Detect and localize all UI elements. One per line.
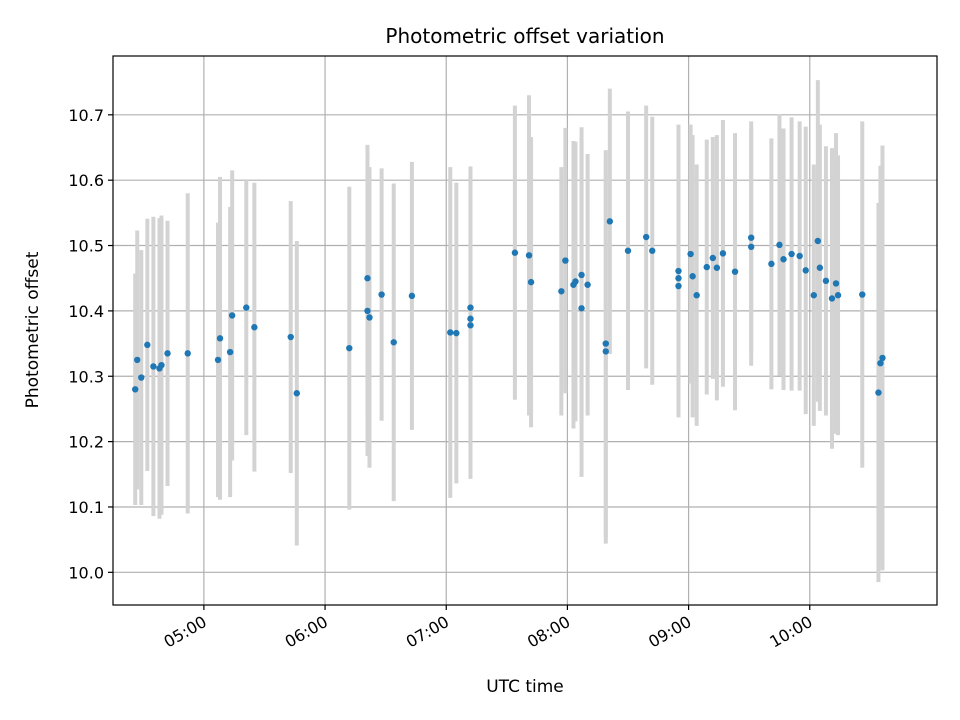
data-point [511, 249, 519, 256]
data-point [578, 271, 585, 279]
data-point [132, 386, 139, 393]
data-point [747, 243, 755, 251]
data-point [709, 254, 717, 262]
y-tick-label: 10.0 [68, 563, 104, 582]
data-point [832, 280, 840, 287]
data-point [150, 363, 157, 370]
data-point [747, 234, 755, 241]
data-point [624, 247, 632, 254]
data-point [378, 291, 385, 298]
y-axis-label: Photometric offset [23, 251, 43, 408]
data-point [675, 267, 682, 275]
y-tick-label: 10.6 [68, 171, 104, 190]
data-point [346, 344, 353, 352]
data-point [875, 389, 882, 396]
data-point [558, 288, 565, 295]
data-point [719, 250, 727, 257]
data-point [364, 307, 371, 315]
data-point [810, 292, 818, 299]
data-point [158, 361, 165, 369]
data-point [578, 305, 585, 312]
data-points [132, 218, 886, 397]
data-point [814, 237, 822, 245]
data-point [780, 256, 787, 263]
data-point [214, 356, 222, 364]
data-point [138, 374, 145, 381]
data-point [788, 250, 795, 258]
data-point [287, 333, 294, 341]
data-point [642, 233, 650, 241]
y-tick-label: 10.7 [68, 106, 104, 125]
y-tick-label: 10.3 [68, 367, 104, 386]
data-point [877, 359, 884, 367]
data-point [467, 322, 474, 329]
data-point [364, 275, 371, 282]
y-tick-label: 10.2 [68, 433, 104, 452]
data-point [467, 315, 474, 322]
data-point [408, 292, 416, 300]
data-point [731, 268, 739, 275]
data-point [390, 339, 397, 346]
data-point [768, 260, 775, 268]
data-point [527, 278, 535, 286]
y-tick-label: 10.1 [68, 498, 104, 517]
y-tick-label: 10.4 [68, 302, 104, 321]
data-point [687, 250, 694, 258]
y-axis: 10.0 10.1 10.2 10.3 10.4 10.5 10.6 10.7 [68, 106, 113, 582]
data-point [453, 329, 460, 337]
data-point [216, 335, 224, 342]
data-point [467, 304, 474, 311]
chart-title: Photometric offset variation [385, 24, 664, 48]
data-point [796, 252, 803, 260]
data-point [584, 281, 591, 288]
data-point [703, 263, 710, 271]
data-point [713, 264, 721, 271]
data-point [226, 348, 234, 356]
data-point [693, 292, 700, 299]
data-point [144, 341, 151, 349]
data-point [879, 354, 886, 362]
data-point [602, 348, 609, 355]
data-point [649, 247, 656, 254]
data-point [447, 329, 454, 336]
data-point [228, 312, 236, 319]
data-point [675, 275, 682, 282]
data-point [689, 273, 696, 280]
data-point [251, 324, 258, 331]
data-point [776, 241, 783, 249]
data-point [134, 356, 141, 364]
data-point [525, 252, 533, 259]
data-point [859, 291, 866, 298]
data-point [164, 350, 171, 357]
data-point [243, 304, 250, 311]
data-point [366, 314, 373, 321]
data-point [562, 257, 569, 264]
data-point [822, 277, 830, 285]
grid [113, 56, 937, 605]
x-axis-label: UTC time [486, 677, 564, 697]
data-point [184, 350, 191, 357]
data-point [572, 278, 579, 285]
data-point [816, 264, 824, 271]
data-point [802, 267, 809, 274]
plot-frame [112, 55, 938, 606]
data-point [606, 218, 614, 225]
data-point [834, 292, 842, 299]
data-point [675, 282, 682, 290]
data-point [828, 295, 836, 302]
data-point [602, 340, 609, 347]
y-tick-label: 10.5 [68, 237, 104, 256]
data-point [293, 390, 300, 397]
